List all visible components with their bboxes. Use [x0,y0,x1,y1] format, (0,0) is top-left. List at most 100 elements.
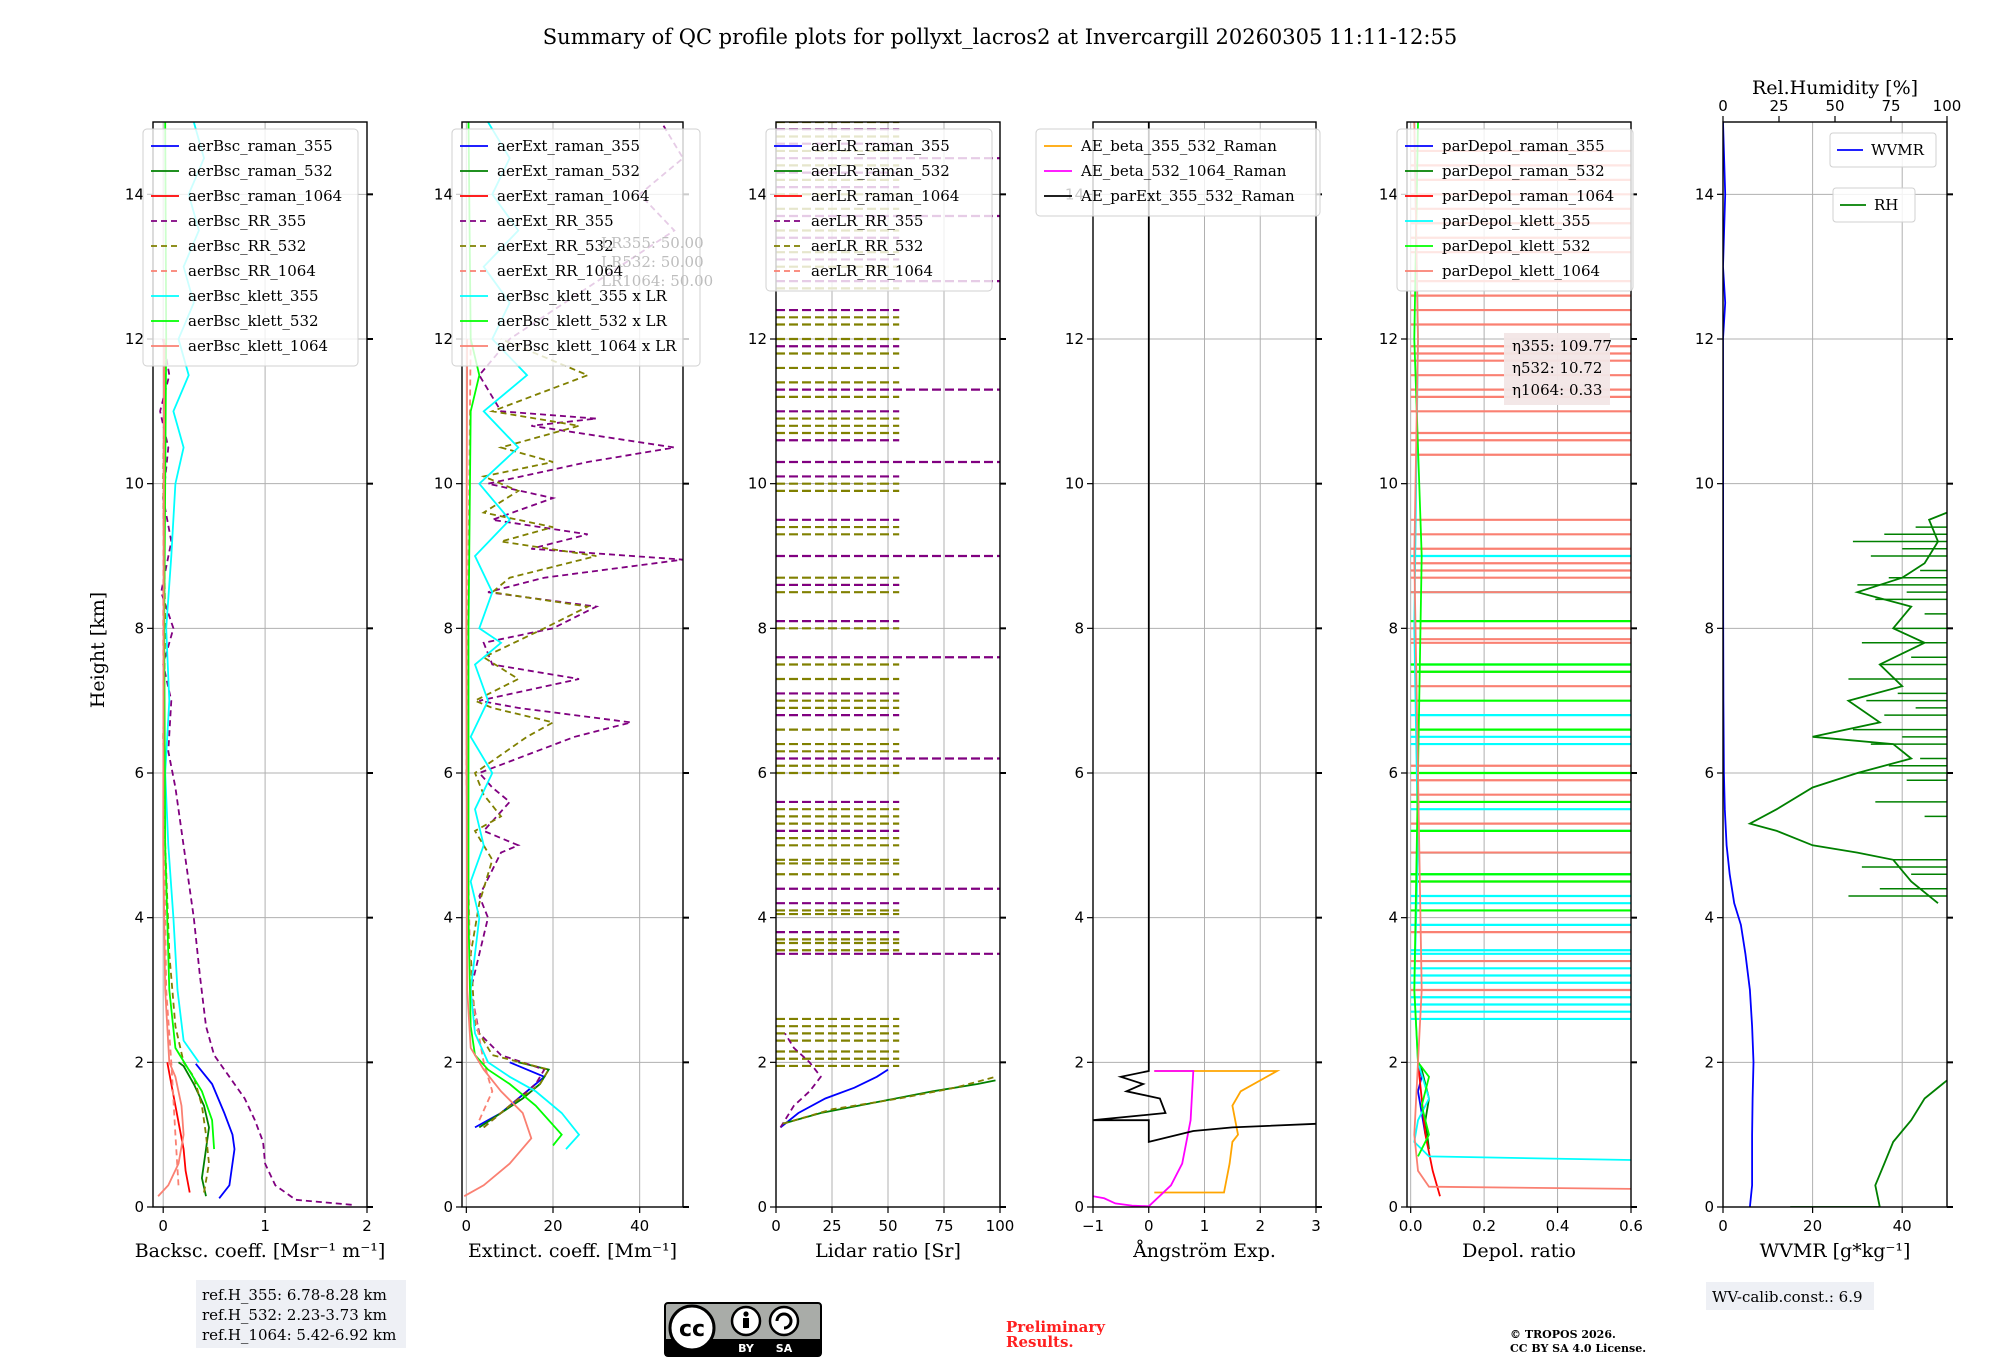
y-tick-label: 14 [1695,185,1714,203]
y-tick-label: 8 [1388,619,1398,637]
series-wvmr [1723,122,1755,1207]
x-tick-label: 0.4 [1546,1217,1570,1235]
x-tick-label: 3 [1311,1217,1321,1235]
series-aerext-raman-532 [478,1061,551,1129]
legend-label: AE_beta_355_532_Raman [1080,137,1277,155]
legend-label: aerLR_raman_532 [811,162,950,180]
y-tick-label: 6 [757,764,767,782]
y-tick-label: 14 [434,185,453,203]
y-tick-label: 4 [443,909,453,927]
lr-annotation: LR355: 50.00 [601,234,704,252]
y-tick-label: 10 [1065,475,1084,493]
lr-annotation: LR532: 50.00 [601,253,704,271]
legend-label: aerLR_RR_355 [811,212,923,230]
legend-label: parDepol_klett_355 [1442,212,1591,230]
series-aerlr-rr-355 [779,1032,822,1128]
wv-calib-box: WV-calib.const.: 6.9 [1706,1282,1874,1310]
x-tick-label: 1 [1200,1217,1210,1235]
preliminary-note-line2: Results. [1006,1333,1074,1351]
backscatter-series-group [157,122,352,1206]
series-aerbsc-klett-532 [163,122,215,1150]
series-aerbsc-rr-1064 [162,338,180,1186]
y-tick-label: 0 [443,1198,453,1216]
wvmr-x-label: WVMR [g*kg⁻¹] [1760,1240,1911,1262]
y-tick-label: 6 [1388,764,1398,782]
legend-label: aerBsc_RR_532 [188,237,306,255]
x-tick-label: 2 [362,1217,372,1235]
y-tick-label: 2 [1074,1053,1084,1071]
lidar_ratio-panel: 0 25 50 75 100 0 2 4 6 8 10 12 14 Lidar ratio [Sr] aer… [748,121,1015,1262]
depolarization-legend: parDepol_raman_355 parDepol_raman_532 parD… [1396,128,1634,292]
series-ae-parext-355-532-raman [1093,122,1316,1144]
legend-label: aerLR_raman_355 [811,137,950,155]
cc-license-badge: cc BY SA [664,1302,822,1357]
legend-label: aerExt_raman_355 [497,137,640,155]
legend-label: aerExt_RR_355 [497,212,614,230]
series-aerext-rr-355 [469,122,683,1129]
series-aerlr-rr-532 [782,1075,996,1125]
legend-label: parDepol_raman_1064 [1442,187,1614,205]
legend-label: aerBsc_RR_355 [188,212,306,230]
y-tick-label: 8 [134,619,144,637]
y-tick-label: 6 [1074,764,1084,782]
y-tick-label: 4 [1074,909,1084,927]
series-pardepol-klett-532 [1413,122,1430,1157]
y-tick-label: 6 [1704,764,1714,782]
rel-humidity-label: Rel.Humidity [%] [1752,77,1918,99]
eta-annotation: η355: 109.77 [1512,337,1612,355]
y-tick-label: 2 [757,1053,767,1071]
x-tick-label: 2 [1255,1217,1265,1235]
extinction-legend: aerExt_raman_355 aerExt_raman_532 aerExt_r… [451,128,701,367]
legend-label: aerBsc_raman_355 [188,137,333,155]
sa-label: SA [776,1342,793,1355]
y-tick-label: 0 [1388,1198,1398,1216]
y-tick-label: 2 [1388,1053,1398,1071]
backscatter-legend: aerBsc_raman_355 aerBsc_raman_532 aerBsc_r… [142,128,359,367]
legend-entry-wvmr: WVMR [1829,132,1937,168]
legend-label: aerExt_raman_1064 [497,187,650,205]
y-tick-label: 8 [443,619,453,637]
series-ae-beta-532-1064-raman [1093,1070,1195,1207]
x-tick-label: 50 [878,1217,897,1235]
top-tick-label: 0 [1718,97,1728,115]
ref-height-355: ref.H_355: 6.78-8.28 km [202,1286,387,1304]
y-axis-label: Height [km] [87,592,109,708]
extinction-axes-frame [461,121,684,1208]
series-aerbsc-klett-1064-x-lr [463,338,533,1197]
series-rh-upper [1747,511,1947,904]
x-tick-label: 100 [986,1217,1015,1235]
top-tick-label: 75 [1881,97,1900,115]
y-tick-label: 12 [748,330,767,348]
copyright-line2: CC BY SA 4.0 License. [1510,1342,1646,1355]
angstrom-legend: AE_beta_355_532_Raman AE_beta_532_1064_Ra… [1035,128,1321,217]
share-alike-icon [768,1305,800,1337]
legend-label: parDepol_raman_355 [1442,137,1605,155]
legend-label: aerBsc_RR_1064 [188,262,316,280]
extinction-panel: 0 20 40 0 2 4 6 8 10 12 14 Extinct. coeff. [Mm⁻¹] ae… [434,121,713,1262]
y-tick-label: 4 [757,909,767,927]
series-ae-beta-355-532-raman [1154,1070,1281,1194]
series-aerext-rr-532 [469,338,597,1129]
legend-label: aerBsc_klett_1064 x LR [497,337,677,355]
y-tick-label: 10 [748,475,767,493]
svg-text:RH: RH [1874,196,1898,214]
angstrom-series-group [1093,122,1316,1207]
legend-label: aerBsc_klett_532 [188,312,319,330]
legend-label: aerBsc_klett_532 x LR [497,312,668,330]
series-aerbsc-klett-532-x-lr [467,122,563,1147]
legend-label: aerBsc_klett_355 x LR [497,287,668,305]
copyright-line1: © TROPOS 2026. [1510,1328,1616,1341]
y-tick-label: 2 [443,1053,453,1071]
wvmr-series-group [1723,122,1947,1207]
backscatter-x-label: Backsc. coeff. [Msr⁻¹ m⁻¹] [135,1240,386,1262]
y-tick-label: 8 [1074,619,1084,637]
y-tick-label: 12 [125,330,144,348]
ref-height-1064: ref.H_1064: 5.42-6.92 km [202,1326,396,1344]
x-tick-label: 40 [630,1217,649,1235]
lidar_ratio-legend: aerLR_raman_355 aerLR_raman_532 aerLR_rama… [765,128,993,292]
x-tick-label: 25 [822,1217,841,1235]
x-tick-label: 20 [1803,1217,1822,1235]
series-aerbsc-raman-1064 [166,1062,191,1193]
